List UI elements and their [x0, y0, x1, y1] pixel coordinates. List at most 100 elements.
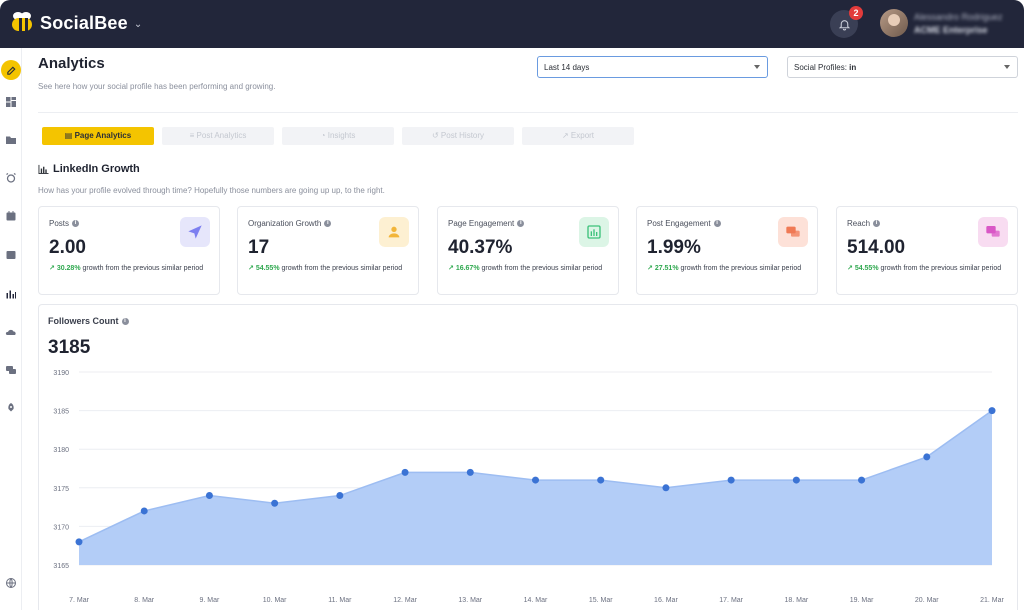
social-profiles-select[interactable]: Social Profiles: in [787, 56, 1018, 78]
chart-bar-icon: ▤ [64, 131, 73, 140]
x-tick-label: 9. Mar [200, 597, 221, 604]
date-range-select[interactable]: Last 14 days [537, 56, 768, 78]
dashboard-icon [6, 97, 16, 107]
stat-card-post-engagement: Post Engagement i 1.99% ↗ 27.51% growth f… [636, 206, 818, 295]
data-point[interactable] [727, 476, 735, 484]
alarm-icon [6, 172, 16, 183]
calendar-icon [6, 211, 16, 221]
chat-icon [978, 217, 1008, 247]
data-point[interactable] [466, 468, 474, 476]
info-icon[interactable]: i [121, 318, 129, 326]
stat-label: Organization Growth [248, 219, 322, 228]
data-point[interactable] [401, 468, 409, 476]
x-tick-label: 14. Mar [524, 597, 548, 604]
stat-growth: ↗ 16.67% growth from the previous simila… [448, 265, 603, 272]
data-point[interactable] [205, 492, 213, 500]
info-icon[interactable]: i [713, 220, 721, 228]
y-tick-label: 3170 [53, 524, 69, 531]
data-point[interactable] [858, 476, 866, 484]
x-tick-label: 10. Mar [263, 597, 287, 604]
avatar[interactable] [880, 9, 908, 37]
data-point[interactable] [336, 492, 344, 500]
stat-growth: ↗ 54.55% growth from the previous simila… [248, 265, 403, 272]
info-icon[interactable]: i [72, 220, 80, 228]
followers-value: 3185 [48, 337, 91, 358]
growth-percent: 54.55% [255, 265, 280, 272]
user-org: ACME Enterprise [914, 25, 988, 35]
data-point[interactable] [662, 484, 670, 492]
x-tick-label: 13. Mar [458, 597, 482, 604]
x-tick-label: 19. Mar [850, 597, 874, 604]
sidebar-item-messages[interactable] [3, 362, 19, 378]
data-point[interactable] [271, 499, 279, 507]
growth-text: growth from the previous similar period [680, 265, 802, 272]
top-bar: SocialBee ⌄ 2 Alessandro Rodriguez ACME … [0, 0, 1024, 48]
app-logo[interactable]: SocialBee ⌄ [8, 10, 142, 36]
tab-export[interactable]: ↗ Export [522, 127, 634, 145]
stat-card-page-engagement: Page Engagement i 40.37% ↗ 16.67% growth … [437, 206, 619, 295]
stat-value: 514.00 [847, 237, 906, 258]
send-icon [180, 217, 210, 247]
chevron-down-icon[interactable]: ⌄ [133, 18, 143, 30]
user-name[interactable]: Alessandro Rodriguez [914, 12, 1003, 22]
section-title-text: LinkedIn Growth [53, 163, 140, 175]
followers-chart: 3165 3170 3175 3180 3185 3190 7. Mar 8. Mar 9. M… [53, 370, 1004, 604]
page-title: Analytics [38, 55, 105, 72]
sidebar-item-analytics[interactable] [3, 286, 19, 302]
info-icon[interactable]: i [517, 220, 525, 228]
tab-post-history[interactable]: ↺ Post History [402, 127, 514, 145]
notification-badge: 2 [849, 6, 863, 20]
data-point[interactable] [923, 453, 931, 461]
data-point[interactable] [532, 476, 539, 484]
tab-page-analytics[interactable]: ▤ Page Analytics [42, 127, 154, 145]
data-point[interactable] [792, 476, 800, 484]
bar-chart-icon [579, 217, 609, 247]
folder-icon [6, 136, 16, 144]
page-subtitle: See here how your social profile has bee… [38, 82, 276, 91]
growth-percent: 54.55% [854, 265, 879, 272]
sidebar-item-calendar[interactable] [3, 208, 19, 224]
bell-icon [838, 19, 850, 30]
info-icon[interactable]: i [324, 220, 332, 228]
stat-label: Reach [847, 219, 871, 228]
profiles-label: Social Profiles: [794, 63, 847, 72]
sidebar-item-dashboard[interactable] [3, 94, 19, 110]
messages-icon [6, 366, 16, 374]
notifications-button[interactable]: 2 [830, 6, 863, 38]
sidebar-item-inbox[interactable] [3, 247, 19, 263]
sidebar-item-language[interactable] [3, 575, 19, 591]
tab-label: Page Analytics [74, 131, 132, 140]
growth-text: growth from the previous similar period [880, 265, 1002, 272]
stat-card-posts: Posts i 2.00 ↗ 30.28% growth from the pre… [38, 206, 220, 295]
comments-icon [778, 217, 808, 247]
stat-growth: ↗ 30.28% growth from the previous simila… [49, 265, 204, 272]
edit-icon [6, 65, 16, 75]
stat-card-reach: Reach i 514.00 ↗ 54.55% growth from the p… [836, 206, 1018, 295]
growth-percent: 30.28% [56, 265, 81, 272]
tab-insights[interactable]: ◔ Insights [282, 127, 394, 145]
x-tick-label: 20. Mar [915, 597, 939, 604]
globe-icon [6, 578, 16, 588]
tab-post-analytics[interactable]: ≡ Post Analytics [162, 127, 274, 145]
stat-card-organization-growth: Organization Growth i 17 ↗ 54.55% growth … [237, 206, 419, 295]
growth-percent: 16.67% [455, 265, 480, 272]
data-point[interactable] [597, 476, 605, 484]
sidebar-item-content[interactable] [3, 132, 19, 148]
stat-value: 40.37% [448, 237, 513, 258]
data-point[interactable] [140, 507, 148, 515]
data-point[interactable] [75, 538, 83, 546]
sidebar-item-boost[interactable] [3, 400, 19, 416]
y-tick-label: 3180 [53, 447, 69, 454]
sidebar-item-schedule[interactable] [3, 170, 19, 186]
tab-label: Post Analytics [196, 131, 247, 140]
bee-logo-icon [8, 10, 36, 36]
tab-label: Insights [327, 131, 356, 140]
x-tick-label: 7. Mar [69, 597, 90, 604]
sidebar-item-compose[interactable] [1, 60, 21, 80]
data-point[interactable] [988, 407, 996, 415]
sidebar-item-hashtags[interactable] [3, 324, 19, 340]
y-tick-label: 3175 [53, 486, 69, 493]
stat-growth: ↗ 54.55% growth from the previous simila… [847, 265, 1002, 272]
x-tick-label: 16. Mar [654, 597, 678, 604]
info-icon[interactable]: i [873, 220, 881, 228]
